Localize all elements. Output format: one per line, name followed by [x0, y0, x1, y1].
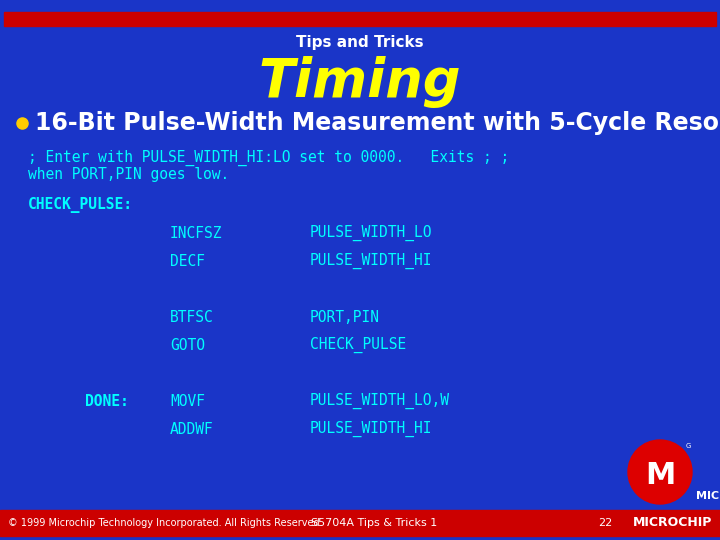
Circle shape	[628, 440, 692, 504]
Text: MICROCHIP: MICROCHIP	[633, 516, 712, 530]
Text: 22: 22	[598, 518, 612, 528]
Text: GOTO: GOTO	[170, 338, 205, 353]
Text: MICROCHIP: MICROCHIP	[696, 491, 720, 501]
Text: M: M	[645, 462, 675, 490]
Text: PULSE_WIDTH_LO: PULSE_WIDTH_LO	[310, 225, 433, 241]
Text: PULSE_WIDTH_HI: PULSE_WIDTH_HI	[310, 421, 433, 437]
Text: DONE:: DONE:	[85, 394, 129, 408]
Text: © 1999 Microchip Technology Incorporated. All Rights Reserved.: © 1999 Microchip Technology Incorporated…	[8, 518, 323, 528]
Text: PULSE_WIDTH_LO,W: PULSE_WIDTH_LO,W	[310, 393, 450, 409]
Text: MOVF: MOVF	[170, 394, 205, 408]
Text: PORT,PIN: PORT,PIN	[310, 309, 380, 325]
Text: INCFSZ: INCFSZ	[170, 226, 222, 240]
Bar	[4, 12, 716, 26]
Text: G: G	[685, 443, 690, 449]
Text: Tips and Tricks: Tips and Tricks	[296, 35, 424, 50]
Text: ; Enter with PULSE_WIDTH_HI:LO set to 0000.   Exits ; ;: ; Enter with PULSE_WIDTH_HI:LO set to 00…	[28, 150, 509, 166]
Text: CHECK_PULSE:: CHECK_PULSE:	[28, 197, 133, 213]
Text: Timing: Timing	[258, 56, 462, 108]
Bar	[0, 510, 720, 536]
Text: CHECK_PULSE: CHECK_PULSE	[310, 337, 406, 353]
Text: when PORT,PIN goes low.: when PORT,PIN goes low.	[28, 167, 229, 183]
Text: 16-Bit Pulse-Width Measurement with 5-Cycle Resolution: 16-Bit Pulse-Width Measurement with 5-Cy…	[35, 111, 720, 135]
Text: S5704A Tips & Tricks 1: S5704A Tips & Tricks 1	[311, 518, 438, 528]
Text: DECF: DECF	[170, 253, 205, 268]
Text: BTFSC: BTFSC	[170, 309, 214, 325]
Text: PULSE_WIDTH_HI: PULSE_WIDTH_HI	[310, 253, 433, 269]
Text: ADDWF: ADDWF	[170, 422, 214, 436]
